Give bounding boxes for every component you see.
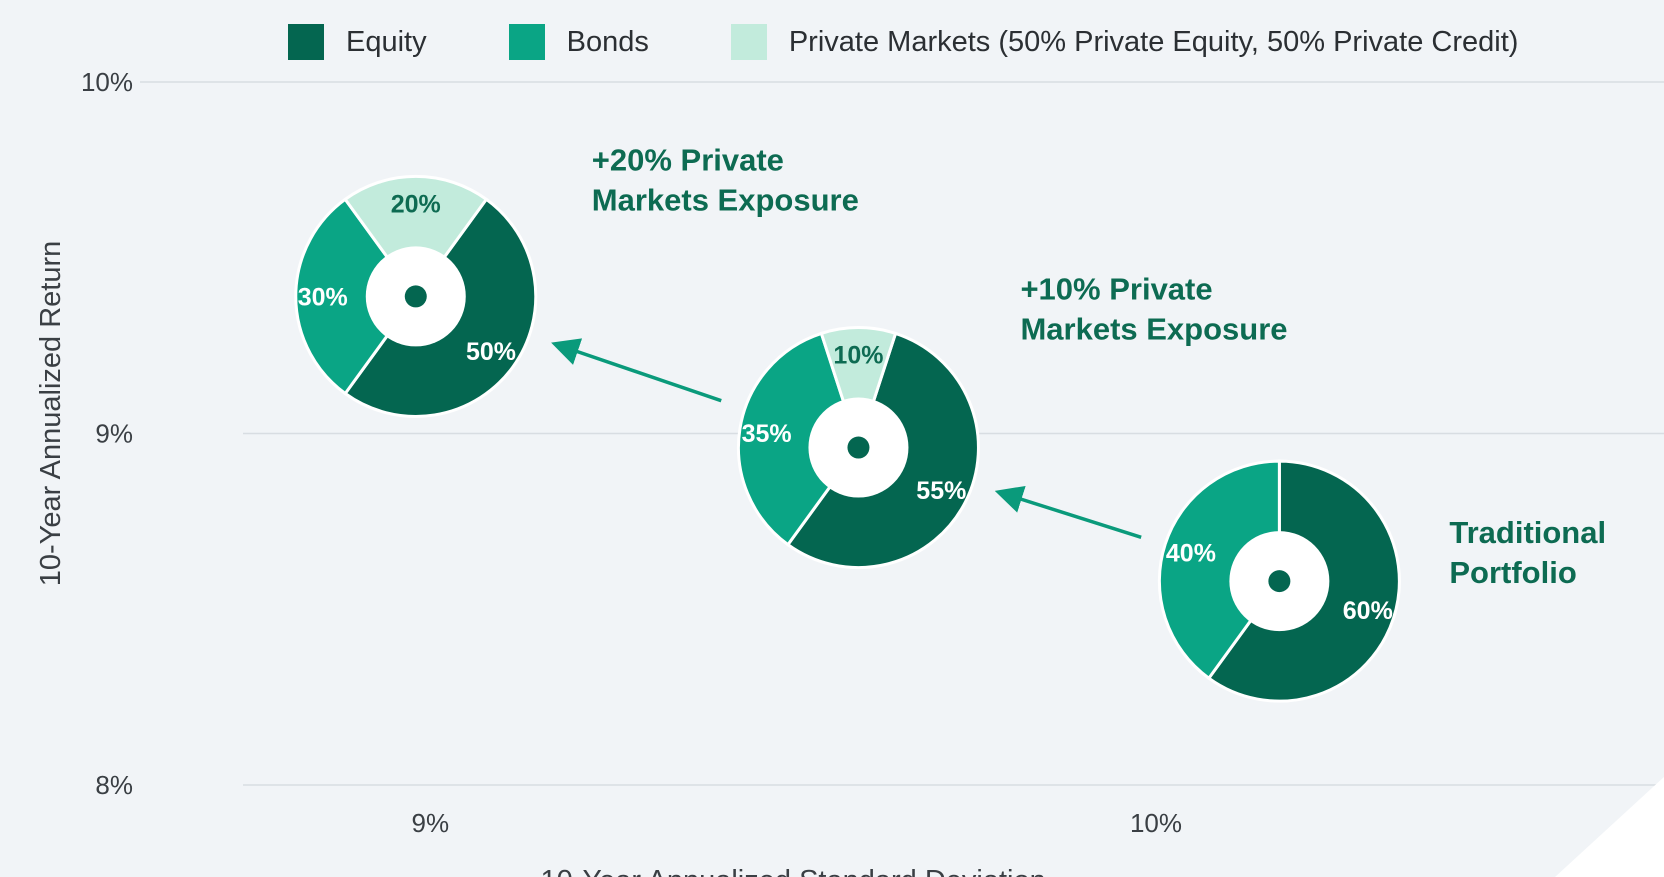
- data-point-marker: [847, 436, 870, 459]
- slice-value-label: 35%: [742, 420, 792, 448]
- slice-value-label: 20%: [391, 190, 441, 218]
- y-tick-label: 8%: [95, 770, 133, 800]
- donut-layer: 60% 40% 55% 35% 10% 50% 30% 20%: [294, 174, 1401, 703]
- data-point-marker: [404, 285, 427, 308]
- donut-slice-bonds: [1157, 459, 1281, 681]
- corner-decoration: [1555, 777, 1664, 877]
- annotation-layer: Traditional Portfolio +10% Private Markets …: [592, 142, 1606, 590]
- legend-swatch-bonds: [508, 24, 545, 60]
- grid-layer: 10% 9% 8% 9% 10%: [81, 67, 1664, 838]
- donut-slice-bonds: [294, 197, 418, 396]
- data-point-marker: [1268, 570, 1291, 593]
- legend-item-bonds: Bonds: [508, 24, 649, 60]
- portfolio-annotation: +10% Private Markets Exposure: [1020, 272, 1287, 347]
- transition-arrow: [551, 338, 722, 403]
- portfolio-annotation: Traditional Portfolio: [1449, 515, 1606, 590]
- portfolio-donut: 60% 40%: [1157, 459, 1401, 703]
- slice-value-label: 60%: [1343, 597, 1393, 625]
- legend-item-private-markets: Private Markets (50% Private Equity, 50%…: [730, 24, 1519, 60]
- portfolio-annotation: +20% Private Markets Exposure: [592, 142, 859, 217]
- y-axis-label: 10-Year Annualized Return: [35, 241, 67, 587]
- slice-value-label: 55%: [916, 477, 966, 505]
- slice-value-label: 50%: [466, 338, 516, 366]
- x-axis-label: 10-Year Annualized Standard Deviation: [541, 865, 1046, 877]
- arrow-layer: [551, 338, 1142, 539]
- axis-layer: 10-Year Annualized Return 10-Year Annual…: [35, 241, 1046, 877]
- donut-slice-bonds: [737, 331, 861, 547]
- y-tick-label: 9%: [95, 419, 133, 449]
- slice-value-label: 10%: [833, 342, 883, 370]
- legend-label-bonds: Bonds: [566, 25, 649, 58]
- transition-arrow: [994, 485, 1142, 539]
- slice-value-label: 40%: [1166, 539, 1216, 567]
- chart-legend: Equity Bonds Private Markets (50% Privat…: [288, 24, 1518, 60]
- x-tick-label: 10%: [1130, 808, 1182, 838]
- donut-slice-private-markets: [343, 174, 489, 299]
- y-tick-label: 10%: [81, 67, 133, 97]
- legend-swatch-equity: [288, 24, 324, 60]
- legend-item-equity: Equity: [288, 24, 427, 60]
- donut-slice-private-markets: [819, 326, 898, 453]
- portfolio-donut: 55% 35% 10%: [737, 326, 980, 570]
- x-tick-label: 9%: [411, 808, 449, 838]
- legend-swatch-private-markets: [730, 24, 767, 60]
- legend-label-equity: Equity: [346, 25, 427, 58]
- portfolio-donut: 50% 30% 20%: [294, 174, 538, 418]
- slice-value-label: 30%: [298, 283, 348, 311]
- legend-label-private-markets: Private Markets (50% Private Equity, 50%…: [788, 25, 1519, 58]
